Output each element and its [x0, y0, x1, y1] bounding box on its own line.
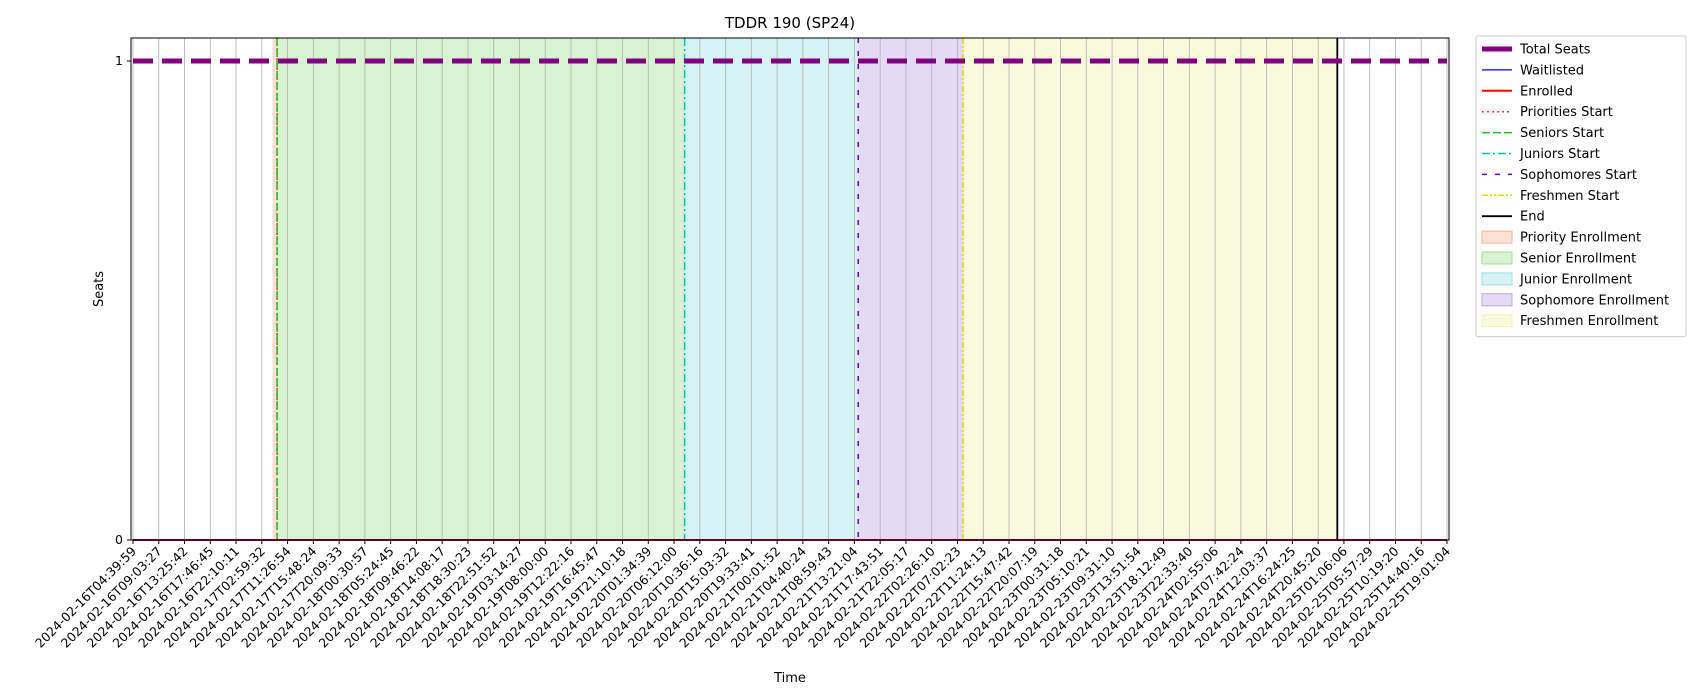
legend-label: Sophomores Start [1520, 168, 1637, 183]
phase-markers [276, 38, 1339, 540]
y-tick-label: 0 [115, 532, 123, 547]
legend-label: Freshmen Enrollment [1520, 314, 1658, 329]
legend-swatch [1481, 293, 1513, 307]
legend-swatch [1481, 314, 1513, 328]
legend-label: Freshmen Start [1520, 189, 1619, 204]
legend-swatch [1481, 251, 1513, 265]
legend-label: Senior Enrollment [1520, 252, 1636, 267]
grid-lines [132, 38, 1448, 540]
x-axis: 2024-02-16T04:39:592024-02-16T09:03:2720… [32, 540, 1453, 651]
legend-label: Priority Enrollment [1520, 231, 1641, 246]
legend-label: Priorities Start [1520, 105, 1613, 120]
plot-frame [130, 37, 1450, 541]
enrollment-bands [272, 38, 1338, 540]
legend-label: Sophomore Enrollment [1520, 293, 1669, 308]
band-freshmen-enrollment [963, 38, 1338, 540]
legend-label: Waitlisted [1520, 63, 1584, 78]
legend-label: End [1520, 210, 1545, 225]
legend-label: Seniors Start [1520, 126, 1604, 141]
band-sophomore-enrollment [858, 38, 964, 540]
legend-label: Juniors Start [1519, 147, 1600, 162]
y-axis: 01 [115, 53, 131, 547]
legend-label: Total Seats [1519, 43, 1591, 58]
chart-title: TDDR 190 (SP24) [724, 14, 855, 32]
band-junior-enrollment [684, 38, 859, 540]
band-priority-enrollment [272, 38, 278, 540]
y-axis-label: Seats [92, 271, 107, 307]
legend: Total Seats Waitlisted Enrolled Priorities … [1475, 35, 1687, 338]
x-axis-label: Time [773, 671, 806, 686]
band-senior-enrollment [277, 38, 685, 540]
y-tick-label: 1 [115, 53, 123, 68]
legend-label: Junior Enrollment [1519, 272, 1632, 287]
legend-swatch [1481, 272, 1513, 286]
legend-swatch [1481, 230, 1513, 244]
legend-label: Enrolled [1520, 84, 1573, 99]
legend-box [1475, 35, 1687, 338]
